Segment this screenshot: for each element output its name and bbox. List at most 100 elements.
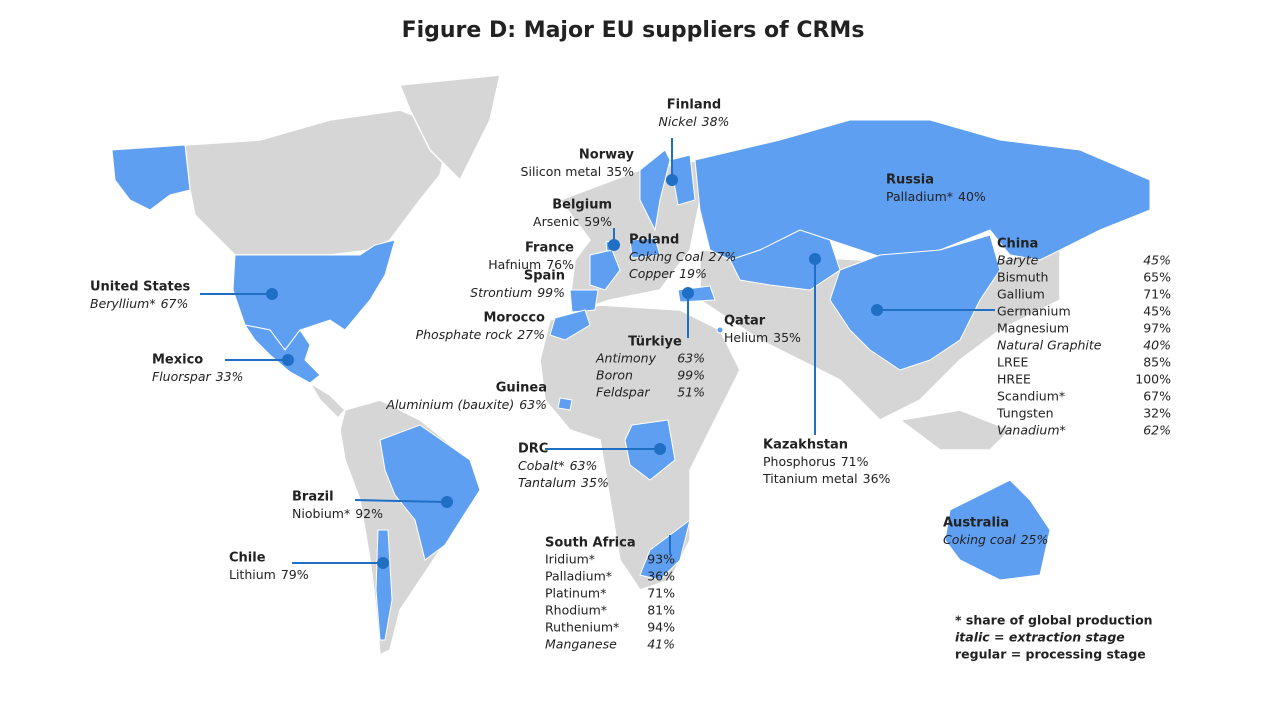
material-name: Strontium [470, 285, 532, 300]
material-name: Silicon metal [521, 164, 602, 179]
country-name: Belgium [552, 198, 612, 213]
country-name: Poland [629, 233, 679, 248]
material-share: 59% [584, 214, 612, 229]
country-name: China [997, 237, 1038, 252]
country-name: France [525, 241, 574, 256]
material-share: 67% [161, 296, 189, 311]
material-share: 93% [647, 552, 675, 567]
marker [266, 288, 278, 300]
material-share: 63% [677, 351, 705, 366]
country-name: Türkiye [628, 335, 682, 350]
marker [682, 287, 694, 299]
marker [282, 354, 294, 366]
material-name: Germanium [997, 304, 1071, 319]
material-name: Ruthenium* [545, 620, 619, 635]
country-name: Morocco [483, 311, 545, 326]
material-share: 45% [1143, 253, 1171, 268]
material: Strontium 99% [470, 285, 565, 300]
material-name: Antimony [595, 351, 657, 366]
material-name: Palladium* [886, 189, 953, 204]
country-name: South Africa [545, 536, 636, 551]
material-name: Beryllium* [90, 296, 156, 311]
material: Nickel 38% [659, 114, 730, 129]
note: * share of global production [955, 613, 1153, 628]
material-name: Natural Graphite [997, 338, 1102, 353]
material-name: Copper [629, 266, 675, 281]
country-name: Guinea [496, 381, 547, 396]
note: regular = processing stage [955, 647, 1146, 662]
material-share: 63% [570, 458, 598, 473]
material-share: 35% [581, 475, 609, 490]
material: Aluminium (bauxite) 63% [385, 397, 547, 412]
material-share: 85% [1143, 355, 1171, 370]
material-name: Phosphate rock [416, 327, 513, 342]
material: Arsenic 59% [533, 214, 612, 229]
highlight [569, 289, 599, 313]
material-name: Iridium* [545, 552, 595, 567]
material-name: Scandium* [997, 389, 1065, 404]
material-name: Phosphorus [763, 454, 836, 469]
material-name: Fluorspar [152, 369, 211, 384]
material-name: Rhodium* [545, 603, 607, 618]
leader-line [354, 499, 448, 503]
land [398, 74, 501, 182]
material: Tantalum 35% [518, 475, 609, 490]
material-share: 35% [773, 330, 801, 345]
material-share: 99% [677, 368, 705, 383]
material-name: LREE [997, 355, 1029, 370]
material-name: Niobium* [292, 506, 350, 521]
country-name: Spain [524, 269, 565, 284]
country-name: Finland [667, 98, 721, 113]
land [184, 109, 451, 256]
material-share: 32% [1143, 406, 1171, 421]
material-share: 19% [679, 266, 707, 281]
material: Palladium* 40% [886, 189, 986, 204]
material: Copper 19% [629, 266, 707, 281]
material-name: Tungsten [996, 406, 1054, 421]
material-name: Manganese [545, 637, 617, 652]
highlight [639, 149, 671, 232]
material-share: 99% [537, 285, 565, 300]
material-name: Coking Coal [629, 249, 704, 264]
world-map [111, 74, 1151, 657]
country-name: Brazil [292, 490, 334, 505]
highlight [243, 324, 321, 384]
material-share: 33% [216, 369, 244, 384]
material-name: Hafnium [488, 257, 541, 272]
material-name: HREE [997, 372, 1031, 387]
material-name: Nickel [659, 114, 698, 129]
material-share: 40% [958, 189, 986, 204]
material-share: 36% [863, 471, 891, 486]
material-name: Coking coal [943, 532, 1016, 547]
material-share: 65% [1143, 270, 1171, 285]
highlight [639, 518, 691, 581]
marker [871, 304, 883, 316]
country-name: Australia [943, 516, 1009, 531]
title: Figure D: Major EU suppliers of CRMs [402, 18, 865, 43]
material-name: Vanadium* [997, 423, 1066, 438]
highlight [375, 529, 393, 641]
material-name: Palladium* [545, 569, 612, 584]
country-name: Mexico [152, 353, 203, 368]
highlight [944, 479, 1051, 581]
land [309, 382, 347, 420]
material: Silicon metal 35% [521, 164, 635, 179]
highlight [379, 424, 481, 561]
material-name: Aluminium (bauxite) [385, 397, 514, 412]
country-name: United States [90, 280, 191, 295]
material-name: Boron [596, 368, 633, 383]
material-share: 92% [355, 506, 383, 521]
material-name: Tantalum [518, 475, 576, 490]
material-share: 35% [606, 164, 634, 179]
material: Helium 35% [724, 330, 801, 345]
material-name: Magnesium [997, 321, 1069, 336]
highlight [549, 309, 591, 341]
country-name: Chile [229, 551, 266, 566]
material-name: Lithium [229, 567, 276, 582]
material-share: 27% [517, 327, 545, 342]
material-share: 36% [647, 569, 675, 584]
material-name: Gallium [997, 287, 1045, 302]
material: Coking coal 25% [943, 532, 1048, 547]
material-share: 100% [1135, 372, 1171, 387]
